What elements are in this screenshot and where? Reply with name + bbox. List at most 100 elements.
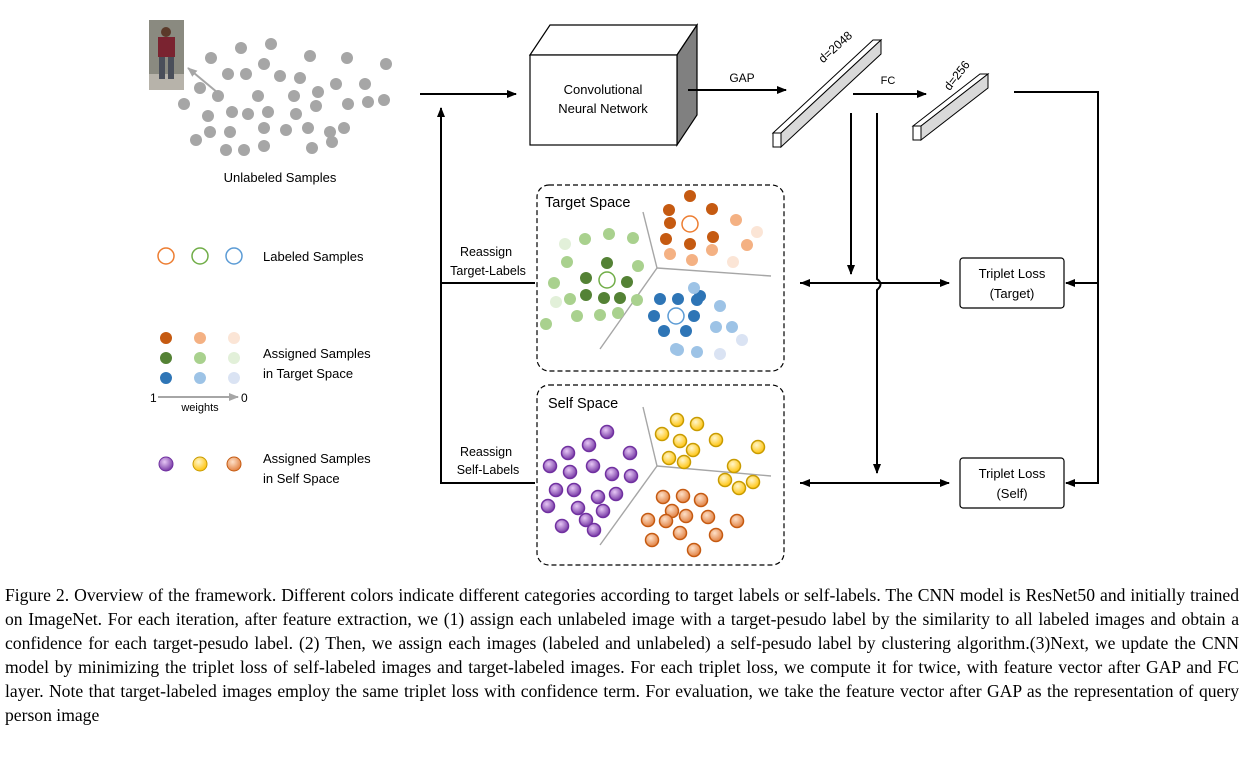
legend-labeled-samples: Labeled Samples [263,249,364,264]
unlabeled-sample-dot [222,68,234,80]
target-blue-dot [688,310,700,322]
unlabeled-sample-dot [194,82,206,94]
target-green-dot [564,293,576,305]
person-image [149,20,184,90]
self-space-title: Self Space [548,396,618,412]
target-green-dot [548,277,560,289]
self-peach-dot [678,508,694,524]
self-purple-dot [548,482,564,498]
self-peach-dot [675,488,691,504]
unlabeled-sample-dot [220,144,232,156]
unlabeled-sample-dot [238,144,250,156]
target-orange-dot [664,248,676,260]
cnn-label-line2: Neural Network [558,101,648,116]
self-yellow-dot [661,450,677,466]
unlabeled-sample-dot [178,98,190,110]
self-yellow-dot [689,416,705,432]
target-blue-dot [670,343,682,355]
self-yellow-dot [654,426,670,442]
reassign-target-line1: Reassign [460,245,512,259]
unlabeled-sample-dot [212,90,224,102]
target-green-dot [627,232,639,244]
self-purple-dot [570,500,586,516]
target-green-dot [612,307,624,319]
self-peach-dot [644,532,660,548]
unlabeled-sample-dot [310,100,322,112]
unlabeled-sample-dot [224,126,236,138]
unlabeled-sample-dot [262,106,274,118]
legend-labeled-blue [225,247,243,265]
legend-self-yellow [192,456,208,472]
reassign-self-line1: Reassign [460,445,512,459]
self-purple-dot [586,522,602,538]
target-green-dot [580,272,592,284]
legend-assigned-self-line1: Assigned Samples [263,451,371,466]
self-yellow-dot [726,458,742,474]
target-blue-dot [714,300,726,312]
target-blue-dot [691,346,703,358]
target-blue-dot [688,282,700,294]
unlabeled-sample-dot [190,134,202,146]
feature-vector-2048 [771,38,883,149]
legend-labeled-orange [157,247,175,265]
self-purple-dot [595,503,611,519]
unlabeled-sample-dot [280,124,292,136]
target-green-dot [571,310,583,322]
self-purple-dot [542,458,558,474]
self-purple-dot [554,518,570,534]
target-green-dot [601,257,613,269]
self-space-panel: Self Space [536,384,785,566]
unlabeled-sample-dot [288,90,300,102]
self-purple-dot [585,458,601,474]
target-orange-dot [707,231,719,243]
target-orange-dot [706,244,718,256]
unlabeled-sample-dot [258,122,270,134]
target-orange-dot [730,214,742,226]
self-peach-dot [655,489,671,505]
triplet-self-line2: (Self) [996,486,1027,501]
target-orange-dot [741,239,753,251]
self-peach-dot [729,513,745,529]
target-green-dot [614,292,626,304]
target-green-dot [561,256,573,268]
target-orange-dot [706,203,718,215]
triplet-self-line1: Triplet Loss [979,466,1046,481]
unlabeled-sample-dot [330,78,342,90]
legend-target-weight-dot [228,372,240,384]
self-purple-dot [623,468,639,484]
unlabeled-sample-dot [290,108,302,120]
self-yellow-dot [731,480,747,496]
self-purple-dot [608,486,624,502]
target-green-dot [579,233,591,245]
unlabeled-sample-dot [324,126,336,138]
target-green-dot [598,292,610,304]
weights-min-label: 0 [241,391,248,405]
unlabeled-sample-dot [342,98,354,110]
reassign-self-line2: Self-Labels [457,463,520,477]
self-purple-dot [581,437,597,453]
weights-max-label: 1 [150,391,157,405]
target-blue-dot [654,293,666,305]
unlabeled-sample-dot [302,122,314,134]
legend-target-weight-dot [228,332,240,344]
unlabeled-sample-cloud [178,38,392,156]
unlabeled-sample-dot [326,136,338,148]
unlabeled-sample-dot [274,70,286,82]
self-yellow-dot [685,442,701,458]
feature-vector-256 [911,72,990,142]
target-green-dot [603,228,615,240]
unlabeled-sample-dot [265,38,277,50]
legend: Labeled Samples Assigned Samples in Targ… [150,247,371,486]
self-purple-dot [566,482,582,498]
target-orange-dot [751,226,763,238]
self-peach-dot [686,542,702,558]
target-blue-dot [658,325,670,337]
self-yellow-dot [672,433,688,449]
legend-labeled-green [191,247,209,265]
target-green-dot [559,238,571,250]
self-peach-dot [658,513,674,529]
self-yellow-dot [669,412,685,428]
unlabeled-sample-dot [242,108,254,120]
self-purple-dot [590,489,606,505]
unlabeled-sample-dot [204,126,216,138]
